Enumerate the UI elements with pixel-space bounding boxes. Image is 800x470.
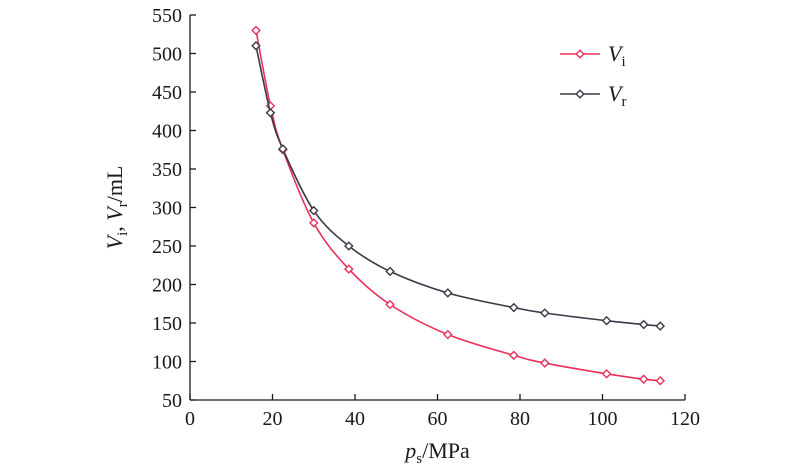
y-tick-label: 450 bbox=[152, 82, 182, 104]
data-point bbox=[539, 308, 550, 318]
y-tick-label: 150 bbox=[152, 313, 182, 335]
series-line bbox=[255, 30, 661, 382]
data-point bbox=[509, 350, 519, 361]
series-line bbox=[255, 45, 661, 327]
y-tick-label: 200 bbox=[152, 275, 182, 297]
x-tick-label: 0 bbox=[185, 408, 195, 430]
x-axis-title: ps/MPa bbox=[403, 438, 470, 467]
data-point bbox=[539, 358, 550, 368]
y-axis-title-a-sub: i bbox=[115, 232, 131, 236]
x-axis-title-main: p bbox=[403, 438, 416, 463]
data-point bbox=[251, 25, 261, 36]
data-point bbox=[385, 299, 395, 310]
x-tick-label: 20 bbox=[263, 408, 283, 430]
y-tick-label: 250 bbox=[152, 236, 182, 258]
x-tick-label: 100 bbox=[588, 408, 618, 430]
y-axis-title: Vi, Vr/mL bbox=[102, 166, 131, 250]
series-0 bbox=[251, 25, 666, 386]
data-point bbox=[344, 241, 354, 251]
y-axis-title-unit: /mL bbox=[102, 166, 127, 203]
y-tick-label: 50 bbox=[162, 390, 182, 412]
y-tick-label: 300 bbox=[152, 198, 182, 220]
data-point bbox=[638, 374, 649, 384]
legend-label-sub: i bbox=[621, 54, 625, 70]
series-layer bbox=[251, 25, 666, 386]
legend-item: Vr bbox=[560, 81, 626, 110]
y-axis-title-b-sub: r bbox=[115, 202, 131, 207]
legend-label-sub: r bbox=[621, 94, 626, 110]
x-tick-label: 60 bbox=[428, 408, 448, 430]
data-point bbox=[344, 264, 354, 274]
x-tick-label: 40 bbox=[345, 408, 365, 430]
y-tick-label: 400 bbox=[152, 121, 182, 143]
legend-label: Vi bbox=[608, 41, 626, 70]
data-point bbox=[443, 288, 453, 298]
y-axis-title-sep: , bbox=[102, 221, 127, 232]
y-axis-title-b-main: V bbox=[102, 205, 127, 221]
data-point bbox=[601, 369, 612, 379]
data-point bbox=[308, 218, 319, 228]
data-point bbox=[655, 321, 666, 331]
data-point bbox=[265, 107, 276, 118]
y-tick-label: 500 bbox=[152, 44, 182, 66]
x-axis-title-sub: s bbox=[416, 451, 422, 467]
series-1 bbox=[251, 41, 666, 331]
y-tick-label: 550 bbox=[152, 5, 182, 27]
legend-marker bbox=[575, 49, 585, 59]
data-point bbox=[251, 41, 261, 51]
y-tick-label: 100 bbox=[152, 352, 182, 374]
y-axis-ticks: 50 100 150 200 250 300 350 400 450 500 550 bbox=[152, 5, 196, 412]
legend-label-main: V bbox=[608, 81, 624, 106]
data-point bbox=[385, 266, 395, 277]
data-point bbox=[443, 329, 453, 340]
x-axis-title-unit: /MPa bbox=[422, 438, 470, 463]
data-point bbox=[601, 315, 612, 326]
legend-marker bbox=[575, 89, 585, 99]
x-tick-label: 80 bbox=[510, 408, 530, 430]
y-axis-title-a-main: V bbox=[102, 233, 127, 249]
legend-label: Vr bbox=[608, 81, 626, 110]
data-point bbox=[655, 375, 666, 386]
data-point bbox=[509, 302, 519, 313]
x-tick-label: 120 bbox=[670, 408, 700, 430]
legend-item: Vi bbox=[560, 41, 626, 70]
legend-label-main: V bbox=[608, 41, 624, 66]
data-point bbox=[638, 319, 649, 330]
y-tick-label: 350 bbox=[152, 159, 182, 181]
data-point bbox=[278, 144, 288, 154]
x-axis-ticks: 0 20 40 60 80 100 120 bbox=[185, 394, 700, 430]
data-point bbox=[308, 205, 319, 216]
